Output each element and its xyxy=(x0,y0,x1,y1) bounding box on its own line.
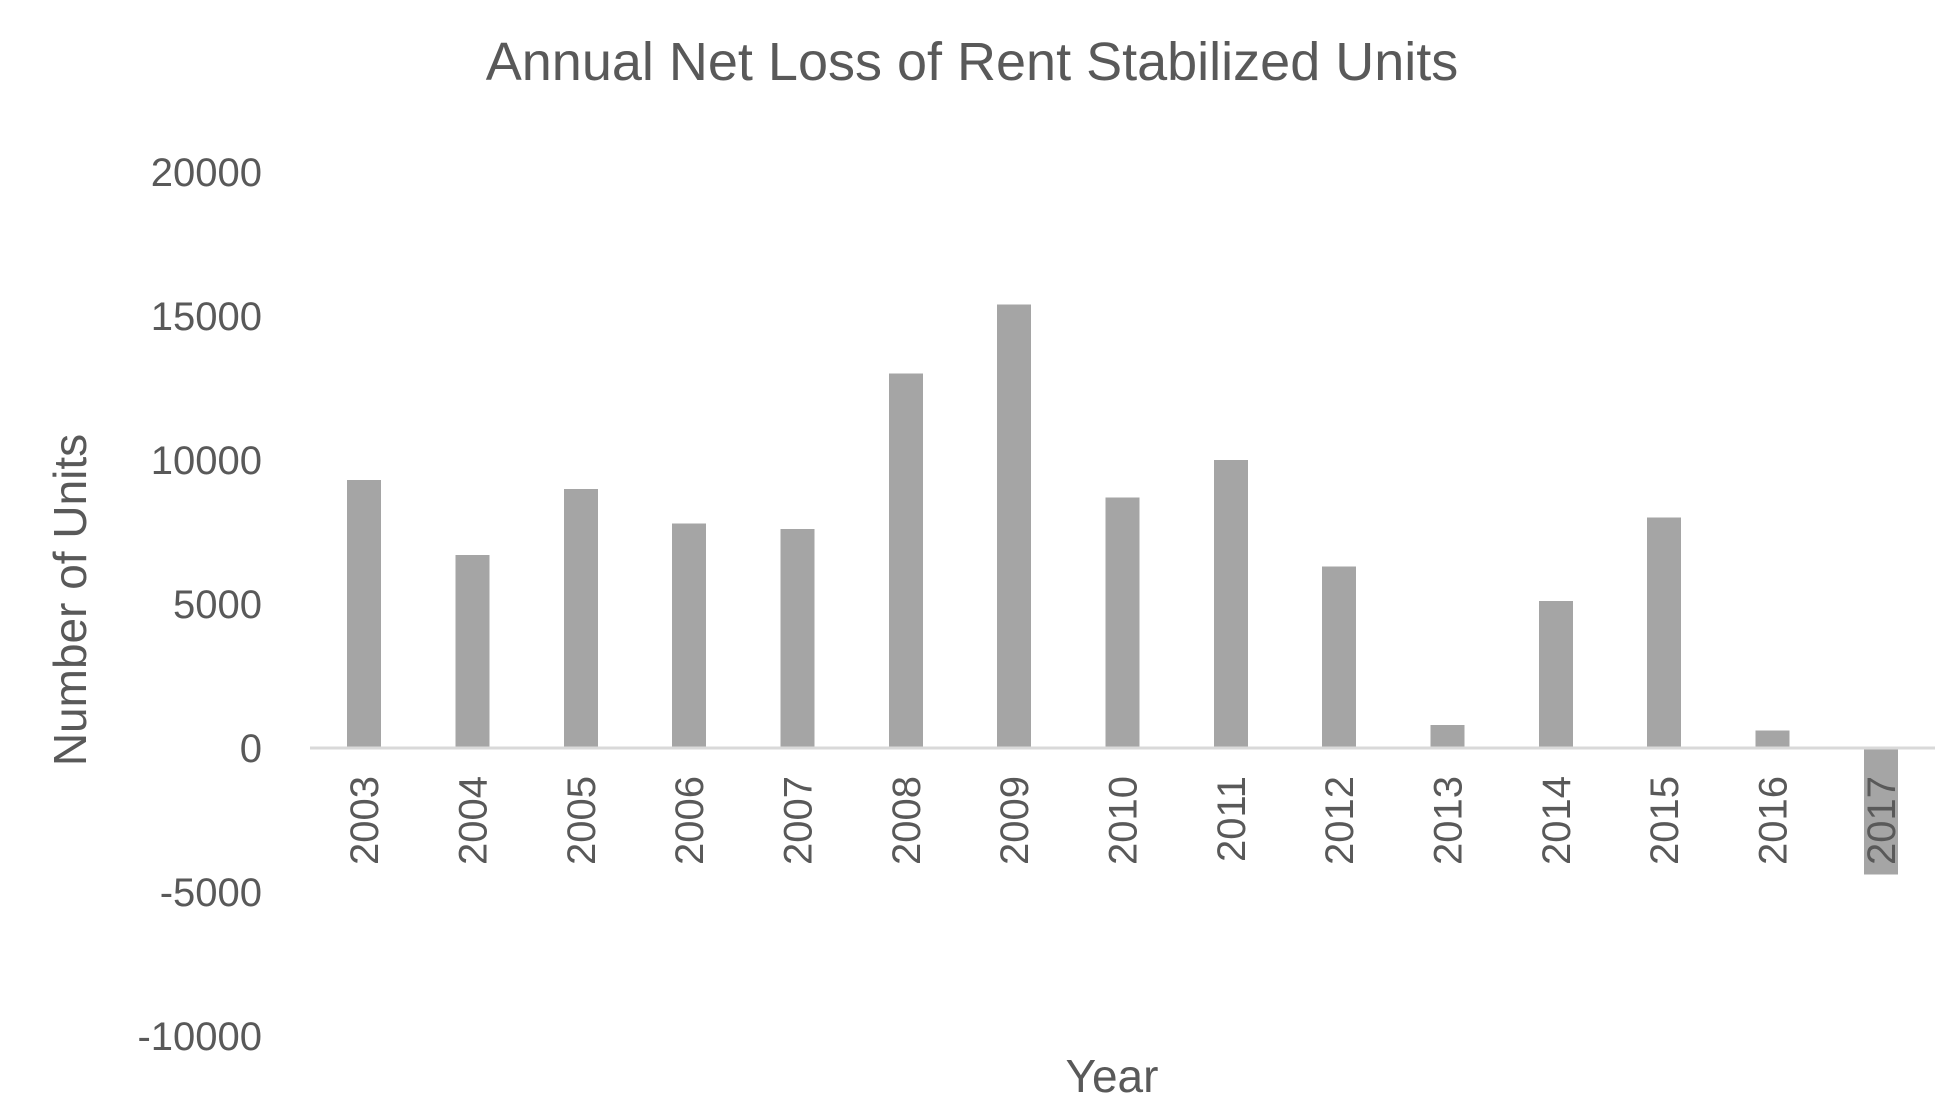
bars-group xyxy=(347,304,1898,875)
x-tick-label: 2010 xyxy=(1102,776,1146,865)
x-tick-label: 2006 xyxy=(668,776,712,865)
x-tick-label: 2016 xyxy=(1752,776,1796,865)
bar-2011 xyxy=(1213,460,1248,748)
x-tick-label: 2011 xyxy=(1210,776,1254,862)
x-tick-label: 2009 xyxy=(993,776,1037,865)
bar-2012 xyxy=(1322,566,1357,748)
x-tick-label: 2014 xyxy=(1535,776,1579,865)
y-tick-label: 5000 xyxy=(173,583,262,627)
bar-2009 xyxy=(997,304,1032,748)
y-tick-label: 20000 xyxy=(151,151,262,195)
y-axis-title-group: Number of Units xyxy=(44,434,96,766)
bar-2010 xyxy=(1105,497,1140,748)
x-axis-labels: 2003 2004 2005 2006 2007 2008 2009 2010 2011 2012… xyxy=(343,776,1904,865)
y-axis-ticks: 20000 15000 10000 5000 0 -5000 -10000 xyxy=(137,151,262,1059)
x-tick-label: 2017 xyxy=(1860,776,1904,865)
bar-2017 xyxy=(1863,748,1898,875)
bar-2013 xyxy=(1430,724,1465,748)
x-tick-label: 2013 xyxy=(1427,776,1471,865)
bar-2003 xyxy=(347,480,382,748)
bar-2005 xyxy=(563,488,598,748)
bar-2006 xyxy=(672,523,707,748)
x-tick-label: 2007 xyxy=(777,776,821,865)
x-tick-label: 2012 xyxy=(1318,776,1362,865)
bar-2007 xyxy=(780,529,815,748)
x-tick-label: 2015 xyxy=(1643,776,1687,865)
bar-2016 xyxy=(1755,730,1790,748)
y-tick-label: 0 xyxy=(240,727,262,771)
chart-title: Annual Net Loss of Rent Stabilized Units xyxy=(486,32,1459,92)
bar-2008 xyxy=(888,373,923,748)
bar-2004 xyxy=(455,555,490,748)
y-axis-title: Number of Units xyxy=(44,434,96,766)
x-tick-label: 2008 xyxy=(885,776,929,865)
x-tick-label: 2004 xyxy=(452,776,496,865)
x-tick-label: 2003 xyxy=(343,776,387,865)
y-tick-label: 10000 xyxy=(151,439,262,483)
x-tick-label: 2005 xyxy=(560,776,604,865)
y-tick-label: 15000 xyxy=(151,295,262,339)
y-tick-label: -5000 xyxy=(160,871,262,915)
x-axis-title: Year xyxy=(1066,1050,1159,1102)
y-tick-label: -10000 xyxy=(137,1015,262,1059)
bar-2014 xyxy=(1538,601,1573,748)
bar-2015 xyxy=(1647,517,1682,748)
